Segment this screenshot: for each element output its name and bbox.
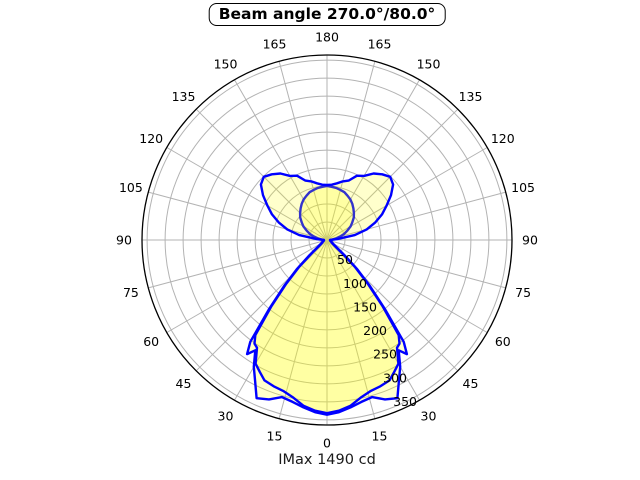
angle-tick-label: 105 (119, 180, 143, 195)
angle-ray (326, 239, 488, 333)
angle-ray (278, 61, 328, 241)
angle-tick-label: 150 (417, 57, 441, 72)
angle-tick-label: 30 (218, 408, 234, 423)
angle-tick-label: 15 (267, 429, 283, 444)
angle-tick-label: 90 (522, 233, 538, 248)
angle-ray (326, 147, 488, 241)
angle-tick-label: 165 (368, 36, 392, 51)
angle-tick-label: 75 (515, 285, 531, 300)
angle-ray (278, 239, 328, 419)
angle-tick-label: 135 (172, 89, 196, 104)
angle-tick-label: 120 (491, 131, 515, 146)
angle-ray (326, 239, 420, 401)
angle-ray (326, 108, 459, 241)
radial-tick-label: 150 (353, 299, 377, 314)
angle-tick-label: 150 (214, 57, 238, 72)
radial-tick-label: 50 (337, 252, 353, 267)
angle-ray (234, 239, 328, 401)
angle-tick-label: 180 (315, 30, 339, 45)
angle-ray (148, 239, 328, 289)
radial-tick-label: 350 (393, 394, 417, 409)
angle-tick-label: 135 (459, 89, 483, 104)
angle-ray (234, 79, 328, 241)
angle-ray (166, 147, 328, 241)
radial-tick-label: 300 (383, 370, 407, 385)
angle-tick-label: 60 (143, 334, 159, 349)
angle-tick-label: 75 (123, 285, 139, 300)
angle-ray (148, 191, 328, 241)
angle-ray (195, 108, 328, 241)
radial-tick-label: 200 (363, 323, 387, 338)
angle-ray (166, 239, 328, 333)
imax-label: IMax 1490 cd (278, 452, 376, 468)
angle-tick-label: 90 (116, 233, 132, 248)
radial-tick-label: 250 (373, 347, 397, 362)
angle-tick-label: 165 (263, 36, 287, 51)
angle-ray (326, 239, 506, 289)
angle-tick-label: 105 (511, 180, 535, 195)
angle-ray (326, 191, 506, 241)
angle-tick-label: 15 (372, 429, 388, 444)
angle-tick-label: 0 (323, 436, 331, 451)
angle-tick-label: 30 (421, 408, 437, 423)
chart-title: Beam angle 270.0°/80.0° (208, 3, 446, 26)
angle-ray (326, 61, 376, 241)
angle-tick-label: 45 (463, 376, 479, 391)
angle-ray (326, 79, 420, 241)
beam-curve-2 (253, 172, 401, 415)
angle-ray (326, 239, 376, 419)
angle-tick-label: 60 (495, 334, 511, 349)
angle-tick-label: 45 (176, 376, 192, 391)
outer-spine (141, 54, 513, 426)
angle-tick-label: 120 (139, 131, 163, 146)
radial-tick-label: 100 (343, 276, 367, 291)
